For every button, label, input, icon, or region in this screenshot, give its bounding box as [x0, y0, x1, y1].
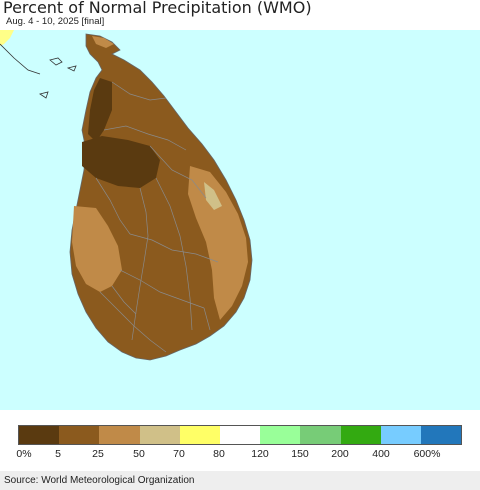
legend-swatch: [260, 426, 301, 444]
legend-swatch: [179, 426, 220, 444]
legend-label: 70: [173, 448, 185, 460]
legend-label: 5: [55, 448, 61, 460]
legend-label: 200: [331, 448, 349, 460]
date-range-subtitle: Aug. 4 - 10, 2025 [final]: [6, 16, 105, 27]
legend-swatch: [59, 426, 100, 444]
footer: Source: World Meteorological Organizatio…: [0, 471, 480, 490]
legend-swatch: [340, 426, 381, 444]
legend-label: 150: [291, 448, 309, 460]
legend-label: 50: [133, 448, 145, 460]
legend-labels: 0% 5 25 50 70 80 120 150 200 400 600%: [0, 448, 480, 462]
legend-label: 25: [92, 448, 104, 460]
legend-swatch: [19, 426, 60, 444]
legend-swatch: [219, 426, 261, 444]
pale-zone-east: [204, 182, 222, 210]
precipitation-map: [0, 30, 480, 410]
light-zone-west: [72, 206, 122, 292]
india-coast: [0, 30, 14, 46]
legend-label: 120: [251, 448, 269, 460]
palk-islands: [39, 57, 77, 99]
light-zone-north-tip: [92, 36, 114, 48]
page-title: Percent of Normal Precipitation (WMO): [3, 0, 312, 17]
light-zone-east: [188, 166, 248, 320]
india-coast-outline: [0, 43, 41, 75]
legend-swatch: [300, 426, 341, 444]
legend-swatch: [139, 426, 180, 444]
legend-label: 600%: [413, 448, 441, 460]
legend-label: 80: [213, 448, 225, 460]
legend-label: 400: [372, 448, 390, 460]
district-boundaries: [95, 81, 219, 353]
legend-swatch: [99, 426, 140, 444]
dark-zone-northwest: [88, 78, 112, 142]
legend-swatch: [380, 426, 421, 444]
legend-swatch: [420, 426, 462, 444]
source-credit: Source: World Meteorological Organizatio…: [4, 475, 195, 486]
legend-label: 0%: [16, 448, 32, 460]
dark-zone-central: [82, 136, 160, 188]
legend-color-bar: [18, 425, 462, 445]
